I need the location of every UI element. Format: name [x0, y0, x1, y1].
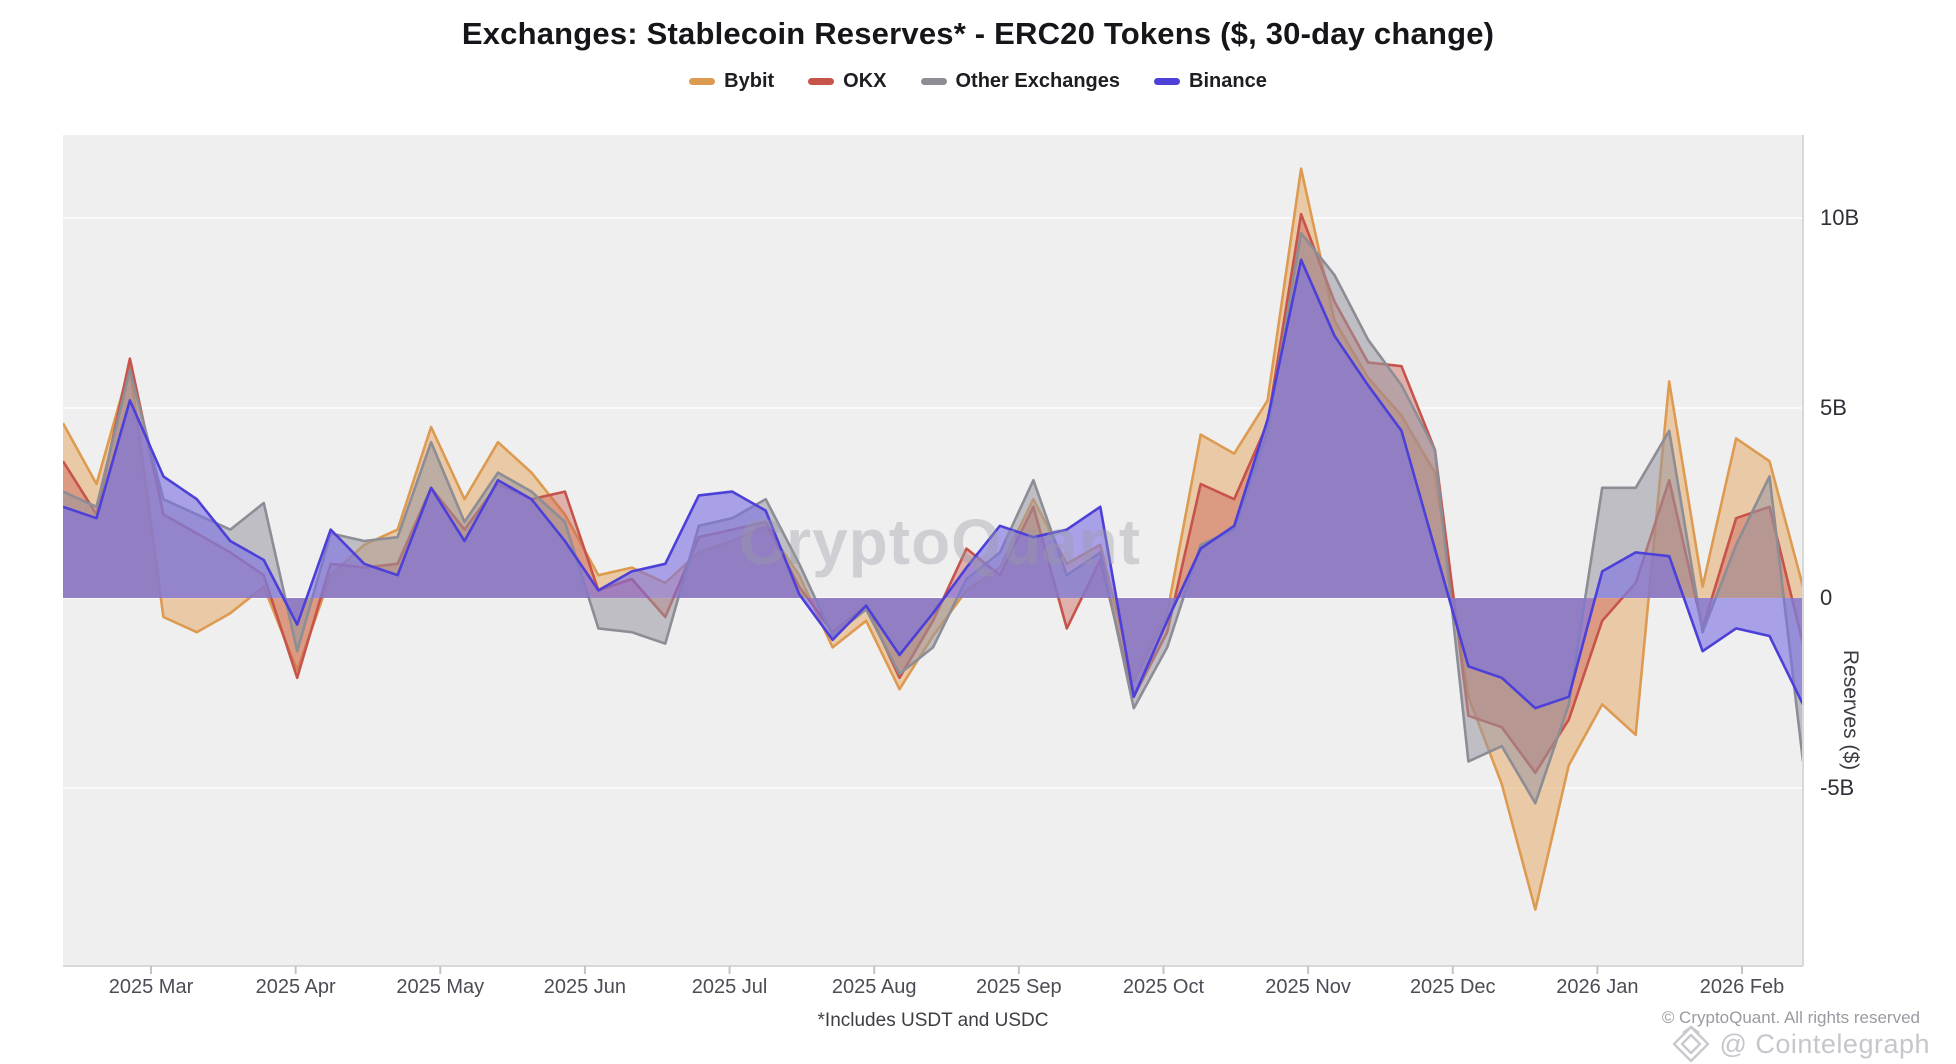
- legend-label: OKX: [843, 69, 887, 92]
- x-tick-label: 2025 Oct: [1122, 976, 1205, 998]
- legend-swatch-icon: [689, 77, 716, 85]
- y-tick-label-10B: 10B: [1820, 205, 1860, 230]
- legend-swatch-icon: [808, 77, 835, 85]
- x-tick-label: 2026 Jan: [1556, 976, 1639, 998]
- area-other-exchanges: [63, 233, 1803, 804]
- cointelegraph-logo-icon: [1673, 1025, 1710, 1063]
- chart-footnote: *Includes USDT and USDC: [817, 1010, 1049, 1031]
- copyright-text: © CryptoQuant. All rights reserved: [1661, 1008, 1920, 1027]
- area-binance: [63, 259, 1803, 709]
- line-binance: [63, 258, 1803, 710]
- legend-item-binance[interactable]: Binance: [1154, 70, 1267, 93]
- cointelegraph-watermark: @ Cointelegraph: [1630, 1024, 1930, 1064]
- x-tick-label: 2025 Nov: [1265, 976, 1351, 998]
- y-tick-label-5B: 5B: [1820, 395, 1847, 420]
- line-other-exchanges: [63, 231, 1803, 805]
- legend-swatch-icon: [1154, 77, 1181, 85]
- legend-swatch-icon: [920, 77, 947, 85]
- x-tick-label: 2025 Dec: [1409, 976, 1496, 998]
- y-tick-label-0: 0: [1820, 585, 1833, 610]
- x-tick-label: 2026 Feb: [1699, 976, 1785, 998]
- x-tick-label: 2025 Jun: [543, 976, 627, 998]
- y-axis-title: Reserves ($): [1839, 649, 1862, 771]
- x-tick-label: 2025 Apr: [255, 976, 336, 998]
- cryptoquant-watermark: CryptoQuant: [738, 506, 1142, 578]
- legend-item-okx[interactable]: OKX: [808, 69, 887, 93]
- chart-title: Exchanges: Stablecoin Reserves* - ERC20 …: [461, 16, 1495, 51]
- legend-label: Binance: [1189, 69, 1267, 92]
- legend: Bybit OKX Other Exchanges Binance: [0, 64, 1956, 98]
- cointelegraph-text: @ Cointelegraph: [1719, 1028, 1930, 1059]
- y-tick-label--5B: -5B: [1820, 775, 1855, 800]
- legend-label: Bybit: [724, 69, 775, 92]
- x-tick-label: 2025 Jul: [691, 976, 768, 998]
- legend-label: Other Exchanges: [955, 69, 1121, 92]
- x-tick-label: 2025 Mar: [108, 976, 194, 998]
- x-tick-label: 2025 May: [396, 976, 485, 998]
- x-tick-label: 2025 Aug: [831, 976, 917, 998]
- x-tick-label: 2025 Sep: [976, 976, 1062, 998]
- legend-item-bybit[interactable]: Bybit: [689, 70, 774, 93]
- legend-item-other-exchanges[interactable]: Other Exchanges: [920, 69, 1121, 93]
